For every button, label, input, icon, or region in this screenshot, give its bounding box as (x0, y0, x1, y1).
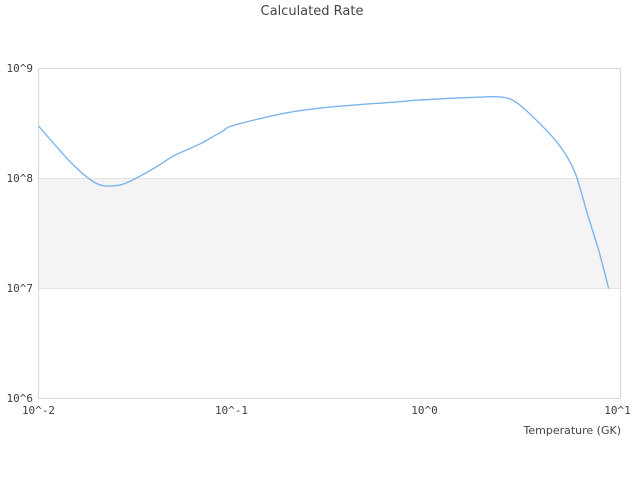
plot-frame (38, 68, 621, 399)
x-tick-label: 10^-1 (214, 404, 249, 417)
y-tick-label: 10^7 (6, 281, 34, 295)
chart-title: Calculated Rate (260, 4, 364, 19)
rate-curve (37, 95, 610, 289)
x-axis-title: Temperature (GK) (523, 424, 622, 437)
x-tick-label: 10^-2 (21, 404, 56, 417)
y-tick-label: 10^6 (6, 391, 34, 405)
decade-band (38, 178, 621, 289)
y-tick-label: 10^8 (6, 171, 34, 185)
y-tick-label: 10^9 (6, 61, 34, 75)
x-tick-label: 10^0 (411, 404, 438, 417)
x-tick-label: 10^1 (604, 404, 631, 417)
